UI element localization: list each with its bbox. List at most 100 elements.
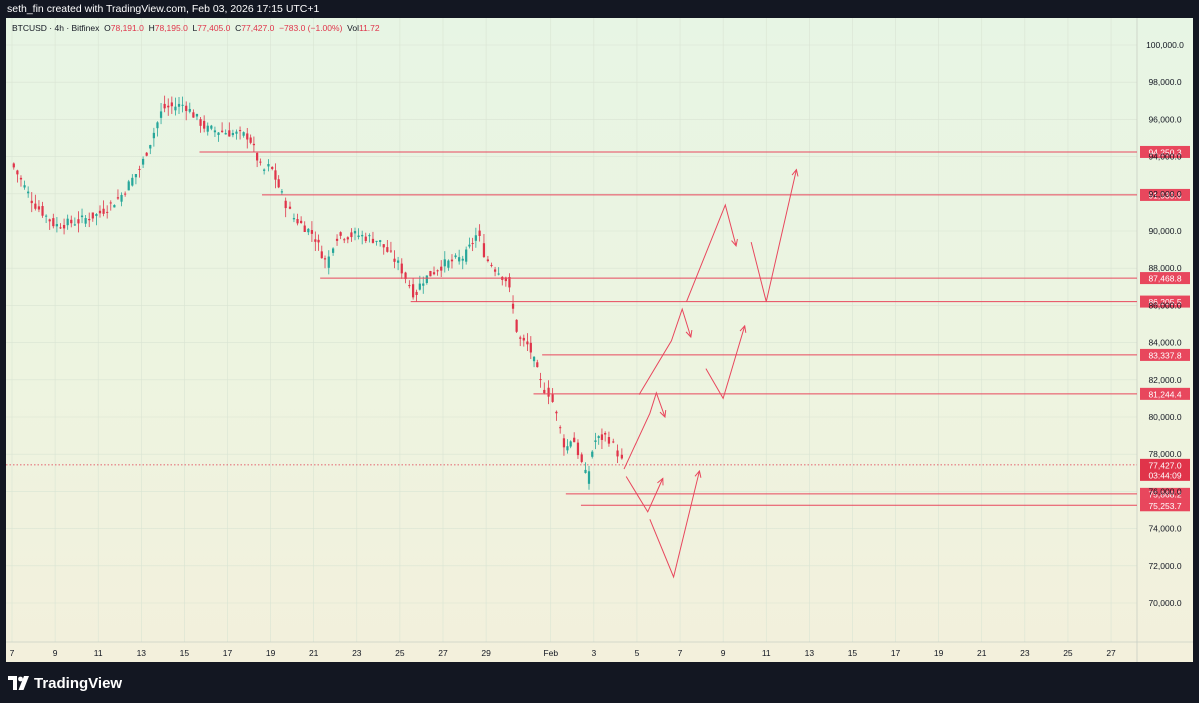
candle-body [210,125,213,129]
candle-body [539,379,542,381]
candle-body [16,170,19,175]
candle-body [447,260,450,268]
last-price-label: 77,427.0 [1148,460,1181,470]
x-tick-label: 11 [94,648,103,658]
candle-body [515,319,518,332]
candle-body [91,212,94,219]
candle-body [327,256,330,268]
candle-body [277,179,280,188]
candle-body [300,220,303,224]
x-tick-label: 3 [591,648,596,658]
low-label: L [192,23,198,33]
candle-body [461,258,464,261]
candle-body [224,133,227,135]
high-value: 78,195.0 [154,23,188,33]
candle-body [310,230,314,234]
candle-body [478,230,481,237]
candle-body [37,206,41,210]
x-tick-label: 7 [10,648,15,658]
last-price-tag [1140,458,1190,481]
x-tick-label: 23 [352,648,362,658]
x-tick-label: 21 [309,648,319,658]
candle-body [217,132,220,135]
candle-body [432,272,436,275]
candle-body [252,143,256,146]
candle-body [134,174,138,178]
candle-body [48,219,51,222]
candle-body [371,238,375,243]
y-tick-label: 70,000.0 [1148,598,1181,608]
candle-body [335,238,339,241]
candle-body [12,163,15,168]
candle-body [490,264,493,266]
candle-body [307,228,310,233]
x-tick-label: 13 [137,648,147,658]
x-tick-label: 27 [438,648,448,658]
level-price-tag [1140,487,1190,500]
candle-body [231,132,235,136]
candle-body [124,193,127,195]
y-tick-label: 88,000.0 [1148,263,1181,273]
candle-body [188,108,191,112]
candle-body [59,227,62,229]
candle-body [203,120,206,129]
candle-body [267,164,270,167]
candle-body [95,214,98,217]
candle-body [88,218,91,221]
candle-body [379,240,382,242]
x-tick-label: 17 [891,648,901,658]
candle-body [120,194,123,202]
projection-arrowhead [657,477,664,486]
x-tick-label: 9 [53,648,58,658]
y-tick-label: 76,000.0 [1148,486,1181,496]
candle-body [584,469,587,473]
candle-body [127,181,130,191]
level-price-label: 87,468.8 [1148,274,1181,284]
level-price-label: 81,244.4 [1148,389,1181,399]
x-tick-label: 25 [395,648,405,658]
candle-body [320,251,323,259]
candle-body [482,243,486,257]
y-tick-label: 78,000.0 [1148,449,1181,459]
candle-body [532,356,536,362]
level-price-tag [1140,272,1190,285]
tradingview-logo[interactable]: TradingView [8,674,122,692]
candle-body [274,170,277,180]
candle-body [465,249,468,262]
candle-body [418,283,421,290]
candle-body [620,454,623,459]
candle-body [27,191,30,194]
plot-area[interactable]: 94,250.3 91,939.6 87,468.8 86,205.5 83,337.8… [6,18,1193,662]
candle-body [468,244,471,247]
candle-body [555,411,558,414]
candle-body [145,152,148,156]
candle-body [77,219,80,224]
level-price-label: 83,337.8 [1148,350,1181,360]
candle-body [131,177,134,186]
open-label: O [104,23,111,33]
candle-body [440,266,443,271]
candle-body [353,230,357,234]
candle-body [400,263,403,274]
candle-body [425,275,428,284]
header-caption: seth_fin created with TradingView.com, F… [7,3,320,15]
candle-body [228,130,231,137]
chart-canvas[interactable]: 94,250.3 91,939.6 87,468.8 86,205.5 83,337.8… [6,18,1193,662]
level-price-tag [1140,188,1190,201]
projection-path [623,391,666,470]
level-price-tag [1140,145,1190,158]
candle-body [486,259,490,262]
y-tick-label: 74,000.0 [1148,524,1181,534]
candle-body [235,131,238,134]
level-price-tag [1140,499,1190,512]
candle-body [185,105,188,112]
candle-body [30,200,33,204]
candle-body [443,259,446,267]
candle-body [263,169,266,171]
candle-body [450,259,454,262]
vol-label: Vol [347,23,359,33]
candle-body [566,446,569,451]
candle-body [519,337,522,339]
y-tick-label: 72,000.0 [1148,561,1181,571]
